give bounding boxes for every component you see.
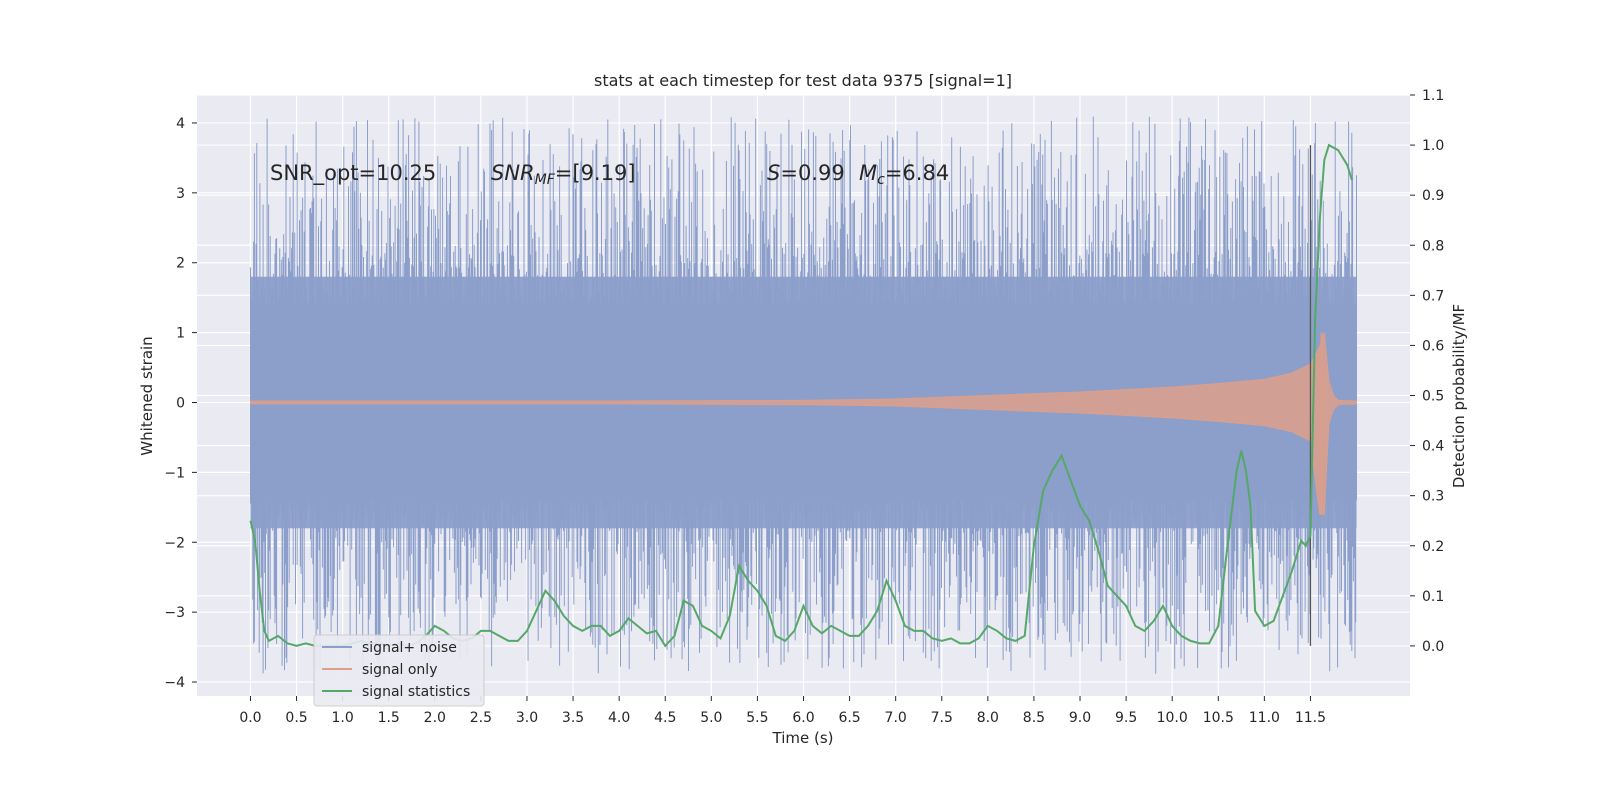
x-tick-label: 10.5 bbox=[1203, 710, 1234, 726]
y-tick-label: 3 bbox=[176, 186, 185, 202]
legend-box bbox=[313, 634, 485, 707]
y2-tick-label: 0.4 bbox=[1422, 439, 1444, 455]
x-tick-label: 8.0 bbox=[977, 710, 999, 726]
x-tick-label: 7.0 bbox=[885, 710, 907, 726]
y-tick-label: −3 bbox=[164, 605, 185, 621]
y-tick-label: −4 bbox=[164, 675, 185, 691]
x-tick-label: 6.5 bbox=[838, 710, 860, 726]
x-tick-label: 9.0 bbox=[1069, 710, 1091, 726]
x-tick-label: 5.0 bbox=[700, 710, 722, 726]
signal-envelope bbox=[250, 332, 1357, 515]
chart-title: stats at each timestep for test data 937… bbox=[594, 71, 1012, 90]
x-tick-label: 11.5 bbox=[1295, 710, 1326, 726]
y-tick-label: −2 bbox=[164, 535, 185, 551]
x-tick-label: 4.5 bbox=[654, 710, 676, 726]
annotation-snr-mf: SNRMF=[9.19] bbox=[491, 161, 636, 188]
y-tick-label: 1 bbox=[176, 326, 185, 342]
x-tick-label: 10.0 bbox=[1157, 710, 1188, 726]
x-tick-label: 5.5 bbox=[746, 710, 768, 726]
y2-tick-label: 0.9 bbox=[1422, 188, 1444, 204]
y2-axis-label: Detection probability/MF bbox=[1450, 304, 1468, 488]
x-tick-label: 2.0 bbox=[424, 710, 446, 726]
y2-tick-label: 0.5 bbox=[1422, 389, 1444, 405]
y2-tick-label: 0.1 bbox=[1422, 589, 1444, 605]
x-axis-label: Time (s) bbox=[772, 729, 834, 747]
y-tick-label: 4 bbox=[176, 116, 185, 132]
y2-tick-label: 0.8 bbox=[1422, 238, 1444, 254]
y2-tick-label: 0.0 bbox=[1422, 639, 1444, 655]
x-tick-label: 11.0 bbox=[1249, 710, 1280, 726]
statistics-line bbox=[249, 143, 1353, 648]
y2-tick-label: 0.6 bbox=[1422, 338, 1444, 354]
y-axis-label: Whitened strain bbox=[138, 336, 156, 455]
signal-statistics-series bbox=[249, 143, 1353, 648]
y2-tick-label: 0.2 bbox=[1422, 539, 1444, 555]
legend-label-stats: signal statistics bbox=[362, 684, 470, 700]
y2-axis-ticks: 0.0 0.1 0.2 0.3 0.4 0.5 0.6 0.7 0.8 0.9 1.0 1.1 bbox=[1410, 88, 1444, 655]
x-tick-label: 3.5 bbox=[562, 710, 584, 726]
x-tick-label: 7.5 bbox=[931, 710, 953, 726]
x-tick-label: 4.0 bbox=[608, 710, 630, 726]
y-tick-label: −1 bbox=[164, 465, 185, 481]
x-tick-label: 1.0 bbox=[332, 710, 354, 726]
x-axis-ticks: 0.0 0.5 1.0 1.5 2.0 2.5 3.0 3.5 4.0 4.5 5.0 5.5 6.0 6… bbox=[239, 696, 1326, 726]
legend-label-noise: signal+ noise bbox=[362, 640, 457, 656]
annotation-s: S=0.99 bbox=[767, 161, 845, 185]
y-tick-label: 2 bbox=[176, 256, 185, 272]
y2-tick-label: 0.3 bbox=[1422, 489, 1444, 505]
x-tick-label: 0.5 bbox=[285, 710, 307, 726]
x-tick-label: 8.5 bbox=[1023, 710, 1045, 726]
signal-only-series bbox=[250, 145, 1357, 646]
x-tick-label: 6.0 bbox=[792, 710, 814, 726]
y2-tick-label: 1.0 bbox=[1422, 138, 1444, 154]
legend: signal+ noise signal only signal statist… bbox=[313, 634, 485, 707]
x-tick-label: 9.5 bbox=[1115, 710, 1137, 726]
y-axis-ticks: −4 −3 −2 −1 0 1 2 3 4 bbox=[164, 116, 197, 691]
y-tick-label: 0 bbox=[176, 395, 185, 411]
x-tick-label: 2.5 bbox=[470, 710, 492, 726]
x-tick-label: 3.0 bbox=[516, 710, 538, 726]
y2-tick-label: 0.7 bbox=[1422, 288, 1444, 304]
x-tick-label: 0.0 bbox=[239, 710, 261, 726]
annotation-snr-opt: SNR_opt=10.25 bbox=[270, 161, 436, 186]
annotation-mc: Mc=6.84 bbox=[859, 161, 949, 188]
y2-tick-label: 1.1 bbox=[1422, 88, 1444, 104]
x-tick-label: 1.5 bbox=[378, 710, 400, 726]
legend-label-signal: signal only bbox=[362, 662, 437, 678]
